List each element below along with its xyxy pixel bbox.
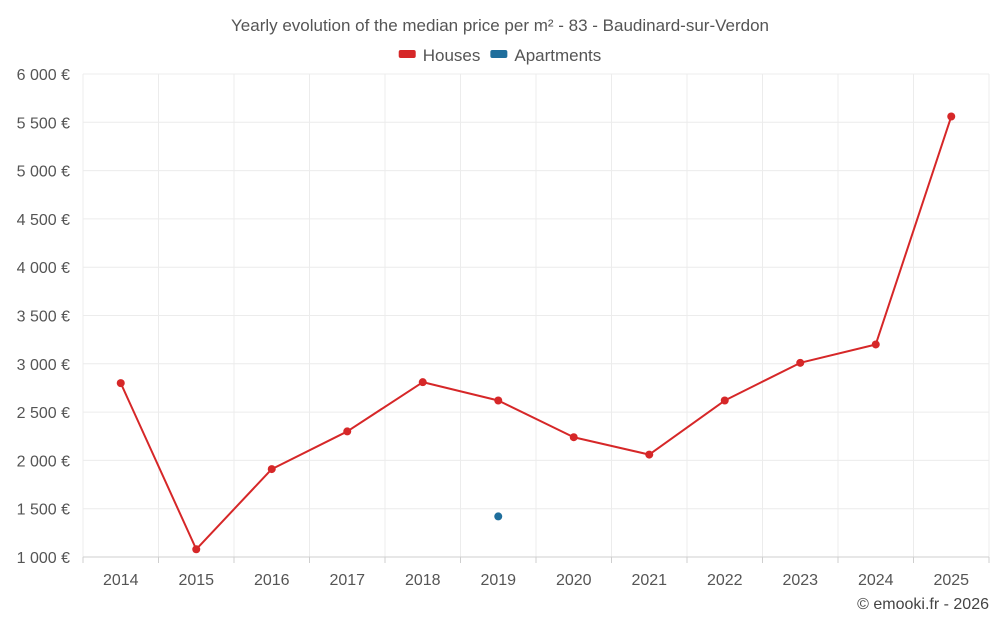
y-tick-label: 1 000 € — [17, 550, 70, 567]
data-point-apartments — [494, 512, 503, 521]
y-tick-label: 1 500 € — [17, 502, 70, 519]
data-point-houses — [871, 340, 880, 349]
data-point-houses — [418, 378, 427, 387]
x-tick-label: 2016 — [254, 572, 290, 589]
data-point-houses — [947, 112, 956, 121]
x-tick-label: 2021 — [631, 572, 667, 589]
legend-swatch — [490, 50, 508, 58]
data-point-houses — [569, 433, 578, 442]
y-tick-label: 3 000 € — [17, 357, 70, 374]
x-tick-label: 2020 — [556, 572, 592, 589]
y-tick-label: 4 500 € — [17, 212, 70, 229]
data-point-houses — [116, 379, 125, 388]
x-tick-label: 2023 — [782, 572, 818, 589]
data-point-houses — [796, 358, 805, 367]
y-axis-ticks: 1 000 € 1 500 € 2 000 € 2 500 € 3 000 € 3 500… — [17, 67, 70, 567]
legend-label: Apartments — [514, 46, 601, 65]
legend-label: Houses — [423, 46, 481, 65]
x-tick-label: 2022 — [707, 572, 743, 589]
y-tick-label: 5 500 € — [17, 115, 70, 132]
legend-item-apartments: Apartments — [490, 46, 601, 65]
x-tick-label: 2025 — [933, 572, 969, 589]
x-tick-label: 2017 — [329, 572, 365, 589]
y-tick-label: 6 000 € — [17, 67, 70, 84]
y-tick-label: 2 500 € — [17, 405, 70, 422]
data-point-houses — [267, 465, 276, 474]
x-tick-label: 2015 — [178, 572, 214, 589]
x-tick-label: 2018 — [405, 572, 441, 589]
data-point-houses — [494, 396, 503, 405]
legend-swatch — [398, 50, 416, 58]
legend-item-houses: Houses — [398, 46, 481, 65]
chart-credit: © emooki.fr - 2026 — [857, 596, 989, 613]
series-line-houses — [119, 116, 953, 551]
data-point-houses — [645, 450, 654, 459]
data-point-houses — [720, 396, 729, 405]
series-houses — [116, 112, 956, 554]
series-apartments — [494, 512, 503, 521]
y-tick-label: 4 000 € — [17, 260, 70, 277]
grid — [82, 73, 990, 563]
series — [116, 112, 956, 554]
chart-title: Yearly evolution of the median price per… — [231, 16, 769, 35]
x-tick-label: 2019 — [480, 572, 516, 589]
x-tick-label: 2024 — [858, 572, 894, 589]
data-point-houses — [192, 545, 201, 554]
x-tick-label: 2014 — [103, 572, 139, 589]
x-axis-ticks: 2014 2015 2016 2017 2018 2019 2020 2021 2022 2023… — [103, 572, 969, 589]
chart-legend: Houses Apartments — [398, 46, 601, 65]
y-tick-label: 2 000 € — [17, 453, 70, 470]
data-point-houses — [343, 427, 352, 436]
y-tick-label: 3 500 € — [17, 309, 70, 326]
y-tick-label: 5 000 € — [17, 164, 70, 181]
